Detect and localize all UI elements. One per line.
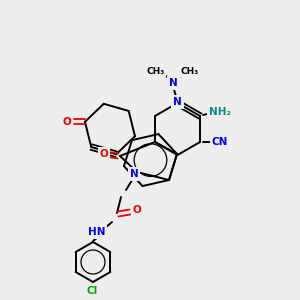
- Text: CH₃: CH₃: [180, 67, 199, 76]
- Text: CH₃: CH₃: [146, 67, 165, 76]
- Text: NH₂: NH₂: [209, 107, 231, 117]
- Text: O: O: [133, 205, 141, 215]
- Text: CN: CN: [212, 137, 228, 147]
- Text: N: N: [169, 78, 178, 88]
- Text: HN: HN: [88, 227, 106, 237]
- Text: O: O: [100, 149, 108, 159]
- Text: Cl: Cl: [86, 286, 98, 296]
- Text: N: N: [130, 169, 138, 179]
- Text: N: N: [173, 97, 182, 107]
- Text: O: O: [63, 117, 71, 127]
